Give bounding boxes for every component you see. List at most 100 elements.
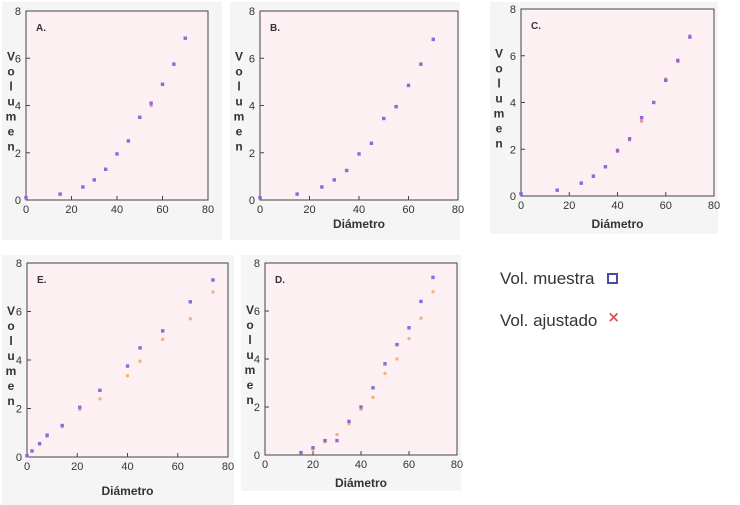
- panel-0-point-sample: [126, 139, 131, 143]
- panel-0-point-sample: [138, 115, 142, 120]
- panel-3-point-sample: [125, 364, 130, 368]
- panel-4-y-tick-label: 4: [254, 354, 260, 366]
- panel-4-y-tick-label: 6: [254, 306, 260, 318]
- panel-2-point-sample: [676, 58, 680, 63]
- panel-1-y-axis-title-letter: l: [237, 80, 240, 94]
- panel-0-y-axis-title-letter: l: [9, 80, 12, 94]
- panel-2-point-sample: [664, 78, 668, 82]
- panel-3-y-axis-title-letter: n: [7, 394, 14, 408]
- panel-1-x-tick-label: 60: [402, 204, 414, 216]
- panel-2-y-tick-label: 0: [510, 191, 516, 203]
- panel-0-point-sample: [172, 62, 176, 66]
- panel-4-point-sample: [299, 450, 303, 455]
- panel-0-label: A.: [36, 23, 46, 34]
- panel-4-y-axis-title-letter: m: [245, 363, 256, 377]
- panel-4-plot-area: [264, 262, 458, 456]
- panel-3-plot-area: [26, 262, 229, 458]
- panel-2-x-tick-label: 20: [563, 200, 575, 212]
- panel-3-point-fitted: [211, 290, 215, 294]
- panel-1-y-tick-label: 6: [249, 53, 255, 65]
- panel-2-y-tick-label: 4: [510, 98, 516, 110]
- panel-4-point-fitted: [431, 290, 435, 294]
- panel-3-y-tick-label: 6: [16, 307, 22, 319]
- panel-3-point-fitted: [188, 317, 192, 321]
- panel-4-point-sample: [359, 405, 363, 409]
- panel-3-x-tick-label: 60: [172, 461, 184, 473]
- panel-0-plot-area: [25, 10, 209, 201]
- panel-1-y-axis-title-letter: u: [235, 95, 242, 109]
- legend-item-vol-muestra: Vol. muestra: [500, 258, 720, 300]
- panel-0-point-sample: [24, 195, 28, 200]
- panel-1-y-tick-label: 4: [249, 101, 255, 113]
- panel-4-y-tick-label: 2: [254, 402, 260, 414]
- panel-2-label: C.: [531, 21, 541, 32]
- panel-3-point-sample: [188, 300, 193, 304]
- panel-3-point-sample: [78, 405, 82, 409]
- panel-0-point-sample: [58, 192, 62, 196]
- panel-3-point-fitted: [126, 374, 129, 378]
- panel-3-y-axis-title-letter: V: [7, 304, 15, 318]
- panel-4-y-axis-title-letter: l: [248, 333, 251, 347]
- panel-1-label: B.: [270, 23, 280, 34]
- panel-2-point-sample: [555, 188, 559, 192]
- panel-0-point-sample: [183, 36, 187, 40]
- panel-1-x-axis-title: Diámetro: [333, 217, 385, 231]
- panel-3-x-axis-title: Diámetro: [101, 484, 153, 498]
- panel-1-x-tick-label: 80: [452, 204, 464, 216]
- panel-2-point-sample: [615, 148, 620, 153]
- legend-cross-marker-icon: ×: [607, 308, 620, 326]
- panel-0-point-fitted: [149, 104, 153, 107]
- panel-4-y-tick-label: 8: [254, 258, 260, 270]
- panel-2-point-sample: [579, 181, 584, 185]
- panel-3-y-axis-title-letter: e: [8, 379, 15, 393]
- panel-3-point-sample: [25, 454, 29, 458]
- panel-1-x-tick-label: 40: [353, 204, 365, 216]
- panel-1-point-sample: [332, 178, 336, 182]
- panel-2-point-sample: [519, 191, 523, 196]
- panel-2-y-axis-title-letter: o: [495, 62, 502, 76]
- panel-0-x-tick-label: 20: [65, 204, 77, 216]
- panel-2-y-axis-title-letter: e: [496, 122, 503, 136]
- panel-2-x-tick-label: 60: [660, 200, 672, 212]
- panel-4-x-tick-label: 80: [451, 459, 463, 471]
- panel-1-point-sample: [431, 37, 435, 42]
- panel-3-point-fitted: [98, 397, 102, 401]
- panel-3-x-tick-label: 80: [222, 461, 234, 473]
- panel-4-y-axis-title-letter: u: [246, 348, 253, 362]
- legend-label-vol-ajustado: Vol. ajustado: [500, 311, 598, 330]
- panel-3-point-sample: [98, 388, 102, 393]
- legend: Vol. muestra Vol. ajustado ×: [500, 258, 720, 342]
- panel-1-point-sample: [357, 152, 361, 156]
- panel-0-point-sample: [103, 167, 108, 171]
- panel-1-point-sample: [406, 83, 411, 88]
- panel-4-label: D.: [275, 275, 285, 286]
- panel-1-x-tick-label: 0: [257, 204, 263, 216]
- panel-3-point-sample: [45, 433, 49, 437]
- panel-4-point-sample: [335, 438, 339, 443]
- panel-1-y-axis-title-letter: V: [235, 50, 243, 64]
- panel-0-x-tick-label: 60: [156, 204, 168, 216]
- panel-2-x-tick-label: 40: [611, 200, 623, 212]
- panel-3-point-fitted: [78, 408, 82, 412]
- panel-4-point-fitted: [359, 407, 363, 411]
- panel-4-x-axis-title: Diámetro: [335, 476, 387, 490]
- panel-0-point-sample: [149, 101, 153, 105]
- panel-4-y-axis-title-letter: n: [246, 393, 253, 407]
- panel-3-y-axis-title-letter: u: [7, 349, 14, 363]
- panel-4-point-sample: [323, 438, 327, 443]
- panel-1-point-sample: [382, 116, 386, 121]
- panel-1-point-sample: [394, 104, 398, 109]
- panel-4-y-axis-title-letter: o: [246, 318, 253, 332]
- panel-3-label: E.: [37, 275, 47, 286]
- legend-item-vol-ajustado: Vol. ajustado ×: [500, 300, 720, 342]
- panel-2-point-fitted: [640, 119, 644, 123]
- legend-label-vol-muestra: Vol. muestra: [500, 269, 595, 288]
- panel-3-point-sample: [160, 329, 165, 333]
- panel-1-y-axis-title-letter: o: [235, 65, 242, 79]
- panel-2-x-axis-title: Diámetro: [591, 217, 643, 231]
- panel-1-point-sample: [369, 141, 374, 145]
- panel-0-y-tick-label: 6: [15, 53, 21, 65]
- panel-2-point-sample: [627, 137, 632, 141]
- panel-0-y-tick-label: 8: [15, 6, 21, 18]
